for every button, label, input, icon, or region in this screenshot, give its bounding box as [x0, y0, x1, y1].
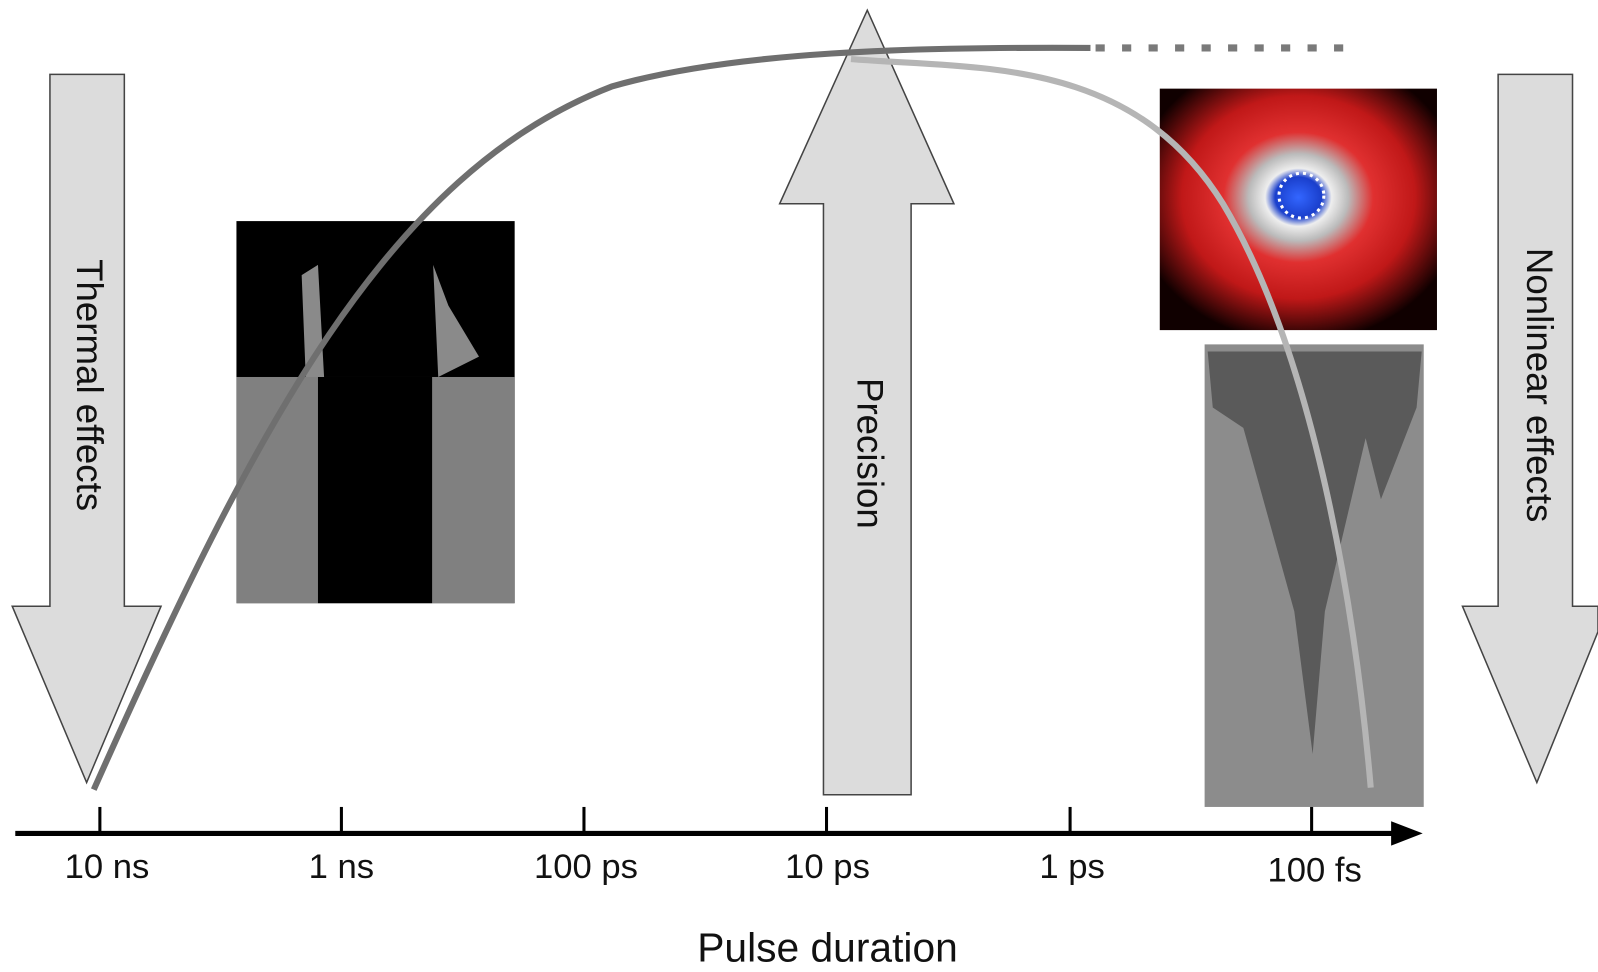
curve-fall — [850, 56, 1374, 788]
tick-label: 10 ps — [785, 848, 870, 886]
micrograph-eye — [1159, 88, 1437, 331]
arrow-label: Thermal effects — [69, 259, 110, 511]
arrow-precision — [778, 8, 956, 796]
tick-label: 1 ps — [1039, 848, 1104, 886]
arrow-label: Nonlinear effects — [1519, 248, 1560, 522]
tick-label: 100 ps — [534, 848, 638, 886]
arrow-label: Precision — [850, 378, 891, 529]
micrograph-left — [236, 221, 515, 604]
tick-label: 1 ns — [309, 848, 374, 886]
arrow-thermal — [11, 73, 163, 785]
micrograph-crater — [1204, 344, 1424, 807]
tick-label: 10 ns — [65, 848, 150, 886]
arrow-nonlinear — [1461, 73, 1598, 785]
axis — [15, 806, 1423, 846]
tick-label: 100 fs — [1268, 851, 1362, 889]
axis-label: Pulse duration — [697, 924, 958, 970]
curve-rise — [90, 44, 1091, 791]
